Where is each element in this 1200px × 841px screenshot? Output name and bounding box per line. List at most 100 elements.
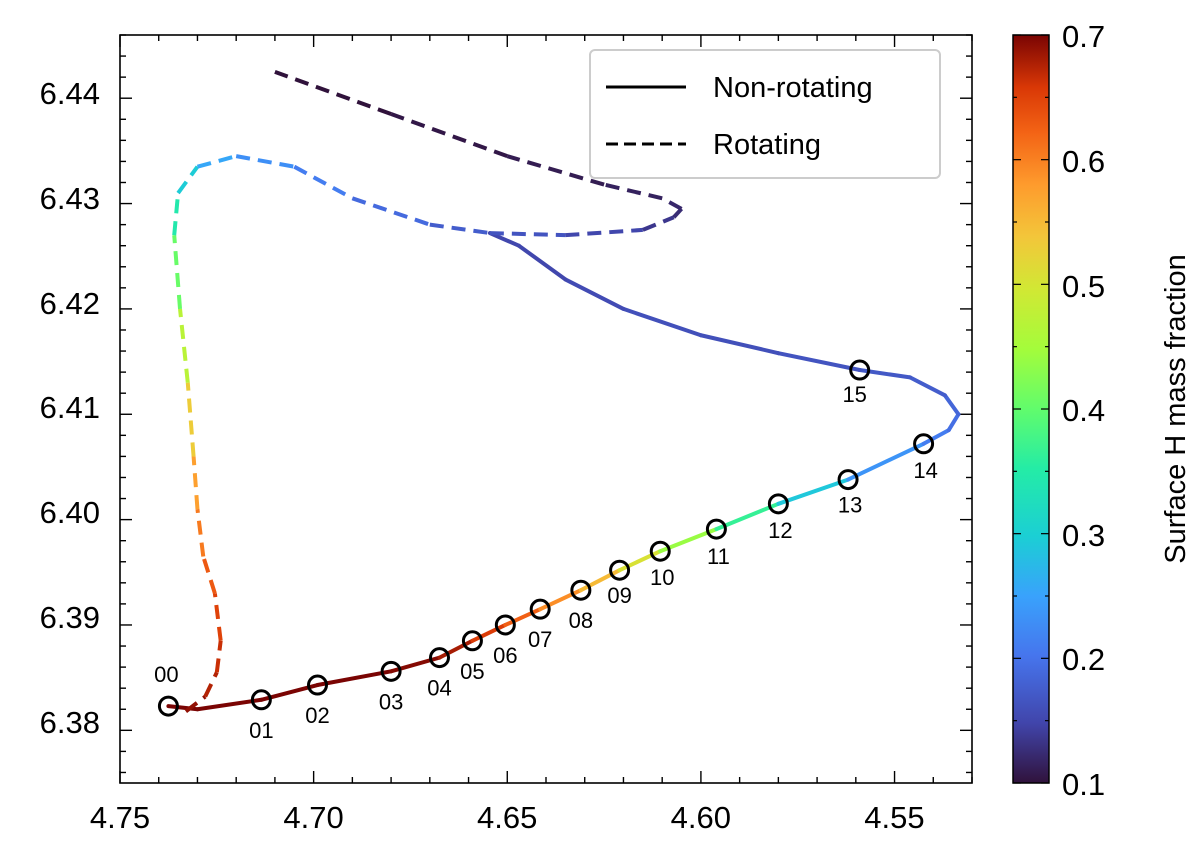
series-segment xyxy=(516,243,568,282)
x-tick-label: 4.60 xyxy=(671,800,731,835)
series-segment xyxy=(661,196,683,211)
marker-circle xyxy=(529,598,551,620)
series-segment xyxy=(178,308,190,383)
marker-label: 01 xyxy=(249,718,273,743)
series-segment xyxy=(846,441,926,482)
series-segment xyxy=(429,222,491,236)
legend-box xyxy=(589,49,941,179)
colorbar-tick-label: 0.6 xyxy=(1062,144,1105,179)
colorbar-tick-label: 0.5 xyxy=(1062,269,1105,304)
x-tick-label: 4.75 xyxy=(90,800,150,835)
series-segment xyxy=(617,549,663,573)
y-tick-label: 6.42 xyxy=(40,286,100,321)
series-segment xyxy=(172,235,183,310)
legend-label-rotating: Rotating xyxy=(713,129,821,161)
series-segment xyxy=(203,671,219,698)
marker-label: 13 xyxy=(838,493,862,518)
marker-circle xyxy=(307,674,329,696)
marker-layer: 00 01 02 03 04 05 06 07 08 09 10 11 12 13 14 15 xyxy=(154,359,938,743)
marker-label: 02 xyxy=(305,703,329,728)
series-segment xyxy=(195,697,264,712)
series-segment xyxy=(293,164,354,201)
marker-label: 04 xyxy=(427,676,451,701)
series-rotating xyxy=(172,69,684,713)
y-tick-label: 6.40 xyxy=(40,495,100,530)
plot-axes xyxy=(119,34,973,784)
marker-label: 08 xyxy=(569,608,593,633)
series-segment xyxy=(437,638,475,660)
series-segment xyxy=(214,640,223,673)
colorbar: 0.1 0.2 0.3 0.4 0.5 0.6 0.7 Surface H ma… xyxy=(1012,19,1192,802)
series-segment xyxy=(506,154,605,187)
series-segment xyxy=(184,695,207,713)
marker-label: 10 xyxy=(650,565,674,590)
marker-circle xyxy=(705,518,727,540)
series-segment xyxy=(578,568,622,593)
marker-label: 07 xyxy=(528,627,552,652)
marker-circle xyxy=(461,630,483,652)
series-segment xyxy=(212,593,223,642)
series-segment xyxy=(274,69,392,116)
series-segment xyxy=(776,477,851,506)
series-segment xyxy=(946,412,961,433)
series-segment xyxy=(563,277,626,311)
marker-label: 06 xyxy=(493,643,517,668)
marker-circle xyxy=(570,579,592,601)
x-tick-label: 4.65 xyxy=(477,800,537,835)
legend-label-non-rotating: Non-rotating xyxy=(713,72,873,104)
y-tick-label: 6.41 xyxy=(40,390,100,425)
series-segment xyxy=(390,112,508,159)
colorbar-tick-label: 0.3 xyxy=(1062,518,1105,553)
marker-label: 15 xyxy=(842,382,866,407)
series-segment xyxy=(351,196,431,227)
colorbar-label: Surface H mass fraction xyxy=(1160,254,1192,563)
series-segment xyxy=(621,306,703,338)
series-segment xyxy=(196,154,237,169)
colorbar-tick-label: 0.1 xyxy=(1062,767,1105,802)
series-segment xyxy=(235,154,295,169)
marker-label: 05 xyxy=(460,659,484,684)
marker-circle xyxy=(494,614,516,636)
series-segment xyxy=(921,428,951,446)
marker-circle xyxy=(250,689,272,711)
tick-labels: 4.75 4.70 4.65 4.60 4.55 6.38 6.39 6.40 … xyxy=(40,76,925,835)
marker-circle xyxy=(849,359,871,381)
legend: Non-rotating Rotating xyxy=(589,49,941,179)
marker-label: 12 xyxy=(768,518,792,543)
series-segment xyxy=(172,192,181,236)
y-tick-label: 6.43 xyxy=(40,181,100,216)
colorbar-tick-label: 0.4 xyxy=(1062,393,1105,428)
y-tick-label: 6.39 xyxy=(40,600,100,635)
axis-ticks xyxy=(119,34,973,783)
marker-circle xyxy=(837,469,859,491)
marker-circle xyxy=(913,433,935,455)
series-segment xyxy=(503,607,543,627)
marker-label: 09 xyxy=(607,583,631,608)
series-segment xyxy=(185,382,196,457)
colorbar-tick-label: 0.7 xyxy=(1062,19,1105,54)
y-tick-label: 6.38 xyxy=(40,705,100,740)
marker-label: 11 xyxy=(707,544,730,569)
series-segment xyxy=(315,669,394,688)
series-segment xyxy=(776,351,862,373)
marker-label: 03 xyxy=(379,689,403,714)
series-segment xyxy=(470,622,508,643)
marker-circle xyxy=(157,695,179,717)
series-segment xyxy=(201,555,217,594)
series-segment xyxy=(603,182,663,201)
x-tick-label: 4.55 xyxy=(864,800,924,835)
y-tick-label: 6.44 xyxy=(40,76,100,111)
series-segment xyxy=(166,704,200,712)
marker-circle xyxy=(609,559,631,581)
marker-circle xyxy=(767,493,789,515)
series-layer xyxy=(166,69,961,713)
series-segment xyxy=(908,375,947,398)
series-segment xyxy=(489,231,566,238)
colorbar-tick-label: 0.2 xyxy=(1062,642,1105,677)
series-segment xyxy=(191,456,200,510)
marker-circle xyxy=(380,660,402,682)
series-segment xyxy=(642,215,675,232)
series-segment xyxy=(942,393,961,417)
series-segment xyxy=(538,588,583,612)
